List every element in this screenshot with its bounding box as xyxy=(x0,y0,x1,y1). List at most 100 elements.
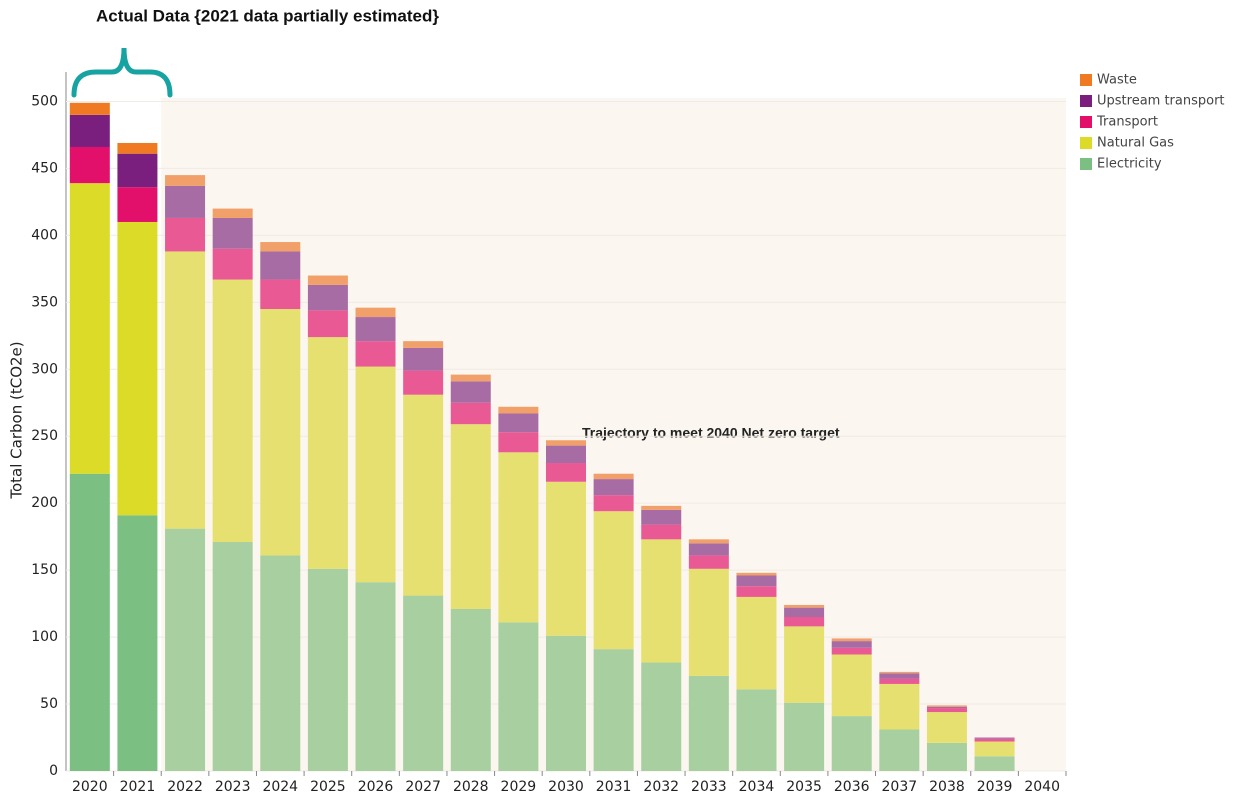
bar-segment xyxy=(212,279,253,543)
bar-segment xyxy=(831,641,872,648)
legend-swatch xyxy=(1080,116,1092,128)
bar-segment xyxy=(212,248,253,280)
bar-segment xyxy=(879,678,920,684)
bar-segment xyxy=(546,440,586,446)
y-tick-label: 400 xyxy=(31,227,58,243)
x-tick-label: 2038 xyxy=(929,779,965,795)
bar-segment xyxy=(117,187,158,222)
bar-segment xyxy=(260,279,301,310)
bar-segment xyxy=(212,208,253,218)
bar-segment xyxy=(307,284,348,311)
legend-label: Transport xyxy=(1096,115,1158,130)
bar-segment xyxy=(117,221,158,516)
bar-segment xyxy=(831,638,872,642)
chart-title: Actual Data {2021 data partially estimat… xyxy=(96,6,439,25)
bar-segment xyxy=(593,495,634,512)
bar-segment xyxy=(974,741,1015,757)
bar-segment xyxy=(260,242,301,252)
bar-segment xyxy=(355,582,396,771)
legend-swatch xyxy=(1080,74,1092,86)
y-tick-label: 100 xyxy=(31,629,58,645)
bar-segment xyxy=(498,432,539,453)
bar-segment xyxy=(307,310,348,338)
bar-segment xyxy=(450,424,491,609)
bar-segment xyxy=(831,716,872,771)
bar-segment xyxy=(165,185,206,218)
bar-segment xyxy=(641,509,682,525)
bar-segment xyxy=(784,626,825,703)
x-tick-label: 2037 xyxy=(882,779,918,795)
legend-label: Natural Gas xyxy=(1097,136,1174,151)
bar-segment xyxy=(974,737,1015,739)
bar-segment xyxy=(260,309,301,556)
x-tick-label: 2022 xyxy=(167,779,203,795)
bar-segment xyxy=(688,675,729,771)
actual-bracket xyxy=(71,47,173,98)
bar-segment xyxy=(69,102,110,115)
bar-segment xyxy=(593,511,634,650)
bar-segment xyxy=(593,649,634,771)
bar-segment xyxy=(355,366,396,583)
bar-segment xyxy=(165,528,206,771)
bar-segment xyxy=(736,596,777,690)
bar-segment xyxy=(593,473,634,480)
annotation: Trajectory to meet 2040 Net zero target xyxy=(582,425,840,441)
legend-swatch xyxy=(1080,158,1092,170)
bar-segment xyxy=(641,524,682,540)
x-tick-label: 2032 xyxy=(643,779,679,795)
y-tick-label: 50 xyxy=(40,696,58,712)
x-tick-label: 2020 xyxy=(72,779,108,795)
bar-segment xyxy=(355,307,396,318)
x-tick-label: 2033 xyxy=(691,779,727,795)
bar-segment xyxy=(165,175,206,186)
bar-segment xyxy=(450,608,491,771)
x-tick-label: 2035 xyxy=(786,779,822,795)
bar-segment xyxy=(165,217,206,252)
bar-segment xyxy=(498,413,539,433)
y-tick-label: 250 xyxy=(31,428,58,444)
bar-segment xyxy=(69,473,110,771)
bar-segment xyxy=(546,463,586,482)
bar-segment xyxy=(926,708,967,713)
bar-segment xyxy=(641,539,682,663)
x-tick-label: 2021 xyxy=(120,779,156,795)
bar-segment xyxy=(498,452,539,623)
bar-segment xyxy=(879,671,920,674)
x-tick-label: 2024 xyxy=(262,779,298,795)
bar-segment xyxy=(784,617,825,627)
x-tick-label: 2028 xyxy=(453,779,489,795)
bar-segment xyxy=(688,539,729,544)
bar-segment xyxy=(879,729,920,771)
bar-segment xyxy=(974,738,1015,742)
bar-segment xyxy=(926,705,967,707)
x-tick-label: 2025 xyxy=(310,779,346,795)
x-tick-label: 2034 xyxy=(739,779,775,795)
bar-segment xyxy=(307,568,348,771)
bar-segment xyxy=(117,153,158,188)
y-tick-label: 300 xyxy=(31,361,58,377)
bar-segment xyxy=(688,543,729,556)
bar-segment xyxy=(736,586,777,597)
bar-segment xyxy=(403,347,444,371)
bar-segment xyxy=(307,337,348,569)
y-tick-label: 0 xyxy=(49,763,58,779)
bar-segment xyxy=(403,370,444,395)
x-tick-label: 2036 xyxy=(834,779,870,795)
bar-segment xyxy=(926,712,967,743)
legend-label: Upstream transport xyxy=(1097,94,1225,109)
y-tick-label: 450 xyxy=(31,160,58,176)
bar-segment xyxy=(212,542,253,771)
bar-segment xyxy=(546,481,586,636)
x-tick-label: 2029 xyxy=(501,779,537,795)
bar-segment xyxy=(879,683,920,730)
bar-segment xyxy=(450,402,491,425)
bar-segment xyxy=(736,689,777,771)
y-tick-label: 500 xyxy=(31,93,58,109)
bar-segment xyxy=(69,114,110,147)
y-tick-label: 200 xyxy=(31,495,58,511)
bar-segment xyxy=(498,406,539,414)
bar-segment xyxy=(926,706,967,709)
y-axis-label: Total Carbon (tCO2e) xyxy=(8,341,26,499)
bar-segment xyxy=(355,341,396,367)
bar-segment xyxy=(831,654,872,717)
